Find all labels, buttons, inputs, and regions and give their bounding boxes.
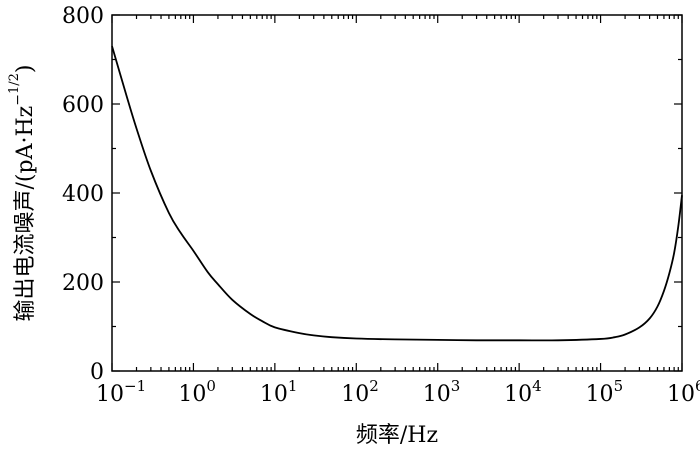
x-tick-label: 102 [341,377,379,407]
y-axis-title: 输出电流噪声/(pA·Hz−1/2) [7,64,38,321]
x-tick-label: 104 [504,377,542,407]
y-tick-label: 200 [62,271,104,296]
tick-marks [111,14,683,372]
y-axis-title-exp-minus: − [10,94,26,106]
x-axis-title: 频率/Hz [356,423,438,448]
y-axis-title-close: ) [13,64,38,73]
x-tick-labels: 10−1 100 101 102 103 104 105 106 [96,377,700,407]
y-tick-labels: 0 200 400 600 800 [62,4,104,385]
x-tick-label: 101 [260,377,298,407]
y-axis-title-main: 输出电流噪声/(pA·Hz [13,106,38,322]
plot-frame [111,14,683,372]
y-tick-label: 400 [62,182,104,207]
svg-text:输出电流噪声/(pA·Hz−1/2): 输出电流噪声/(pA·Hz−1/2) [7,64,38,321]
y-axis-title-exp-frac: 1/2 [7,73,22,94]
x-tick-label: 103 [423,377,461,407]
x-tick-label: 105 [586,377,624,407]
y-tick-label: 0 [90,360,104,385]
noise-curve [111,45,683,342]
x-tick-label: 10−1 [96,377,146,407]
y-tick-label: 600 [62,93,104,118]
y-tick-label: 800 [62,4,104,29]
x-tick-label: 100 [178,377,216,407]
x-tick-label: 106 [667,377,700,407]
